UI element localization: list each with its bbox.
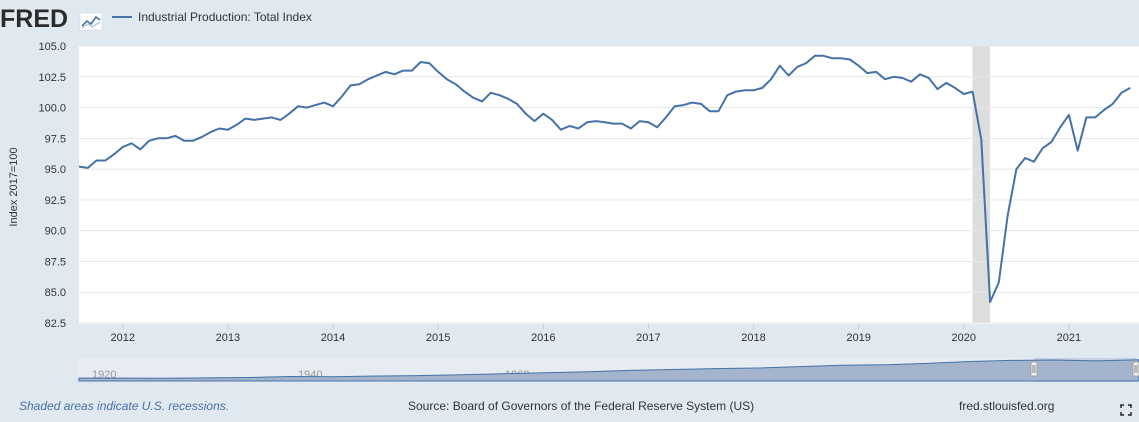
x-tick-label: 2014 [321,332,345,344]
x-tick-label: 2019 [846,332,870,344]
fred-logo-text: FRED [0,5,68,33]
x-tick-label: 2013 [216,332,240,344]
y-tick-label: 92.5 [45,195,66,207]
y-tick-label: 85.0 [45,287,66,299]
x-tick-label: 2020 [952,332,976,344]
x-tick-label: 2021 [1057,332,1081,344]
y-tick-label: 82.5 [45,318,66,330]
x-tick-label: 2012 [111,332,135,344]
fred-logo[interactable]: FRED [0,4,104,39]
x-tick-label: 2018 [741,332,765,344]
x-tick-label: 2016 [531,332,555,344]
y-tick-label: 100.0 [38,103,66,115]
site-link[interactable]: fred.stlouisfed.org [959,399,1055,413]
x-tick-label: 2017 [636,332,660,344]
chart-legend: Industrial Production: Total Index [112,10,312,24]
y-tick-label: 102.5 [38,72,66,84]
line-chart[interactable]: 82.5 85.0 87.5 90.0 92.5 95.0 97.5 100.0 102.5 10… [0,0,1139,396]
legend-series-swatch [112,16,132,18]
navigator-right-handle[interactable] [1132,361,1139,377]
recession-band [972,46,991,323]
fullscreen-icon[interactable] [1120,404,1132,416]
y-tick-label: 105.0 [38,41,66,53]
source-note: Source: Board of Governors of the Federa… [408,399,755,413]
y-tick-label: 90.0 [45,226,66,238]
x-tick-label: 2015 [426,332,450,344]
chart-line-icon [79,12,103,31]
navigator-series-area [78,359,1139,382]
series-line [78,54,1131,304]
legend-series-label: Industrial Production: Total Index [138,10,312,24]
y-tick-label: 97.5 [45,133,66,145]
navigator-left-handle[interactable] [1030,361,1038,377]
y-tick-label: 95.0 [45,164,66,176]
time-navigator[interactable]: 19201940196019802000 [78,358,1139,382]
y-tick-label: 87.5 [45,256,66,268]
recession-note: Shaded areas indicate U.S. recessions. [19,399,230,413]
